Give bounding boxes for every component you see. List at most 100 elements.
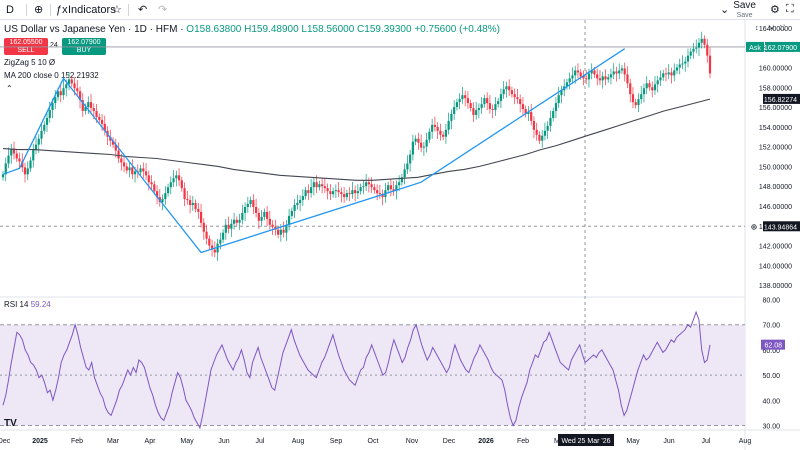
candle-body xyxy=(186,199,189,201)
candle-body xyxy=(678,64,681,68)
candle-body xyxy=(260,216,263,221)
candle-body xyxy=(612,71,615,75)
candle-body xyxy=(499,94,503,102)
time-tick-label: Apr xyxy=(145,438,157,445)
candle-body xyxy=(32,149,35,161)
candle-body xyxy=(406,163,409,170)
fullscreen-icon[interactable]: ⛶ xyxy=(786,3,794,15)
candle-body xyxy=(637,99,640,106)
rsi-line xyxy=(2,310,711,430)
compare-add-icon[interactable]: ⊕ xyxy=(34,4,44,16)
candle-body xyxy=(219,239,222,244)
layout-chevron-down-icon[interactable]: ⌄ xyxy=(720,4,730,16)
candle-body xyxy=(271,224,274,227)
candle-body xyxy=(224,224,227,233)
axis-expand-icon[interactable]: ⛶ xyxy=(780,24,785,32)
candle-body xyxy=(70,79,73,84)
redo-icon[interactable]: ↷ xyxy=(158,4,168,16)
candle-body xyxy=(483,98,486,105)
axis-compress-icon[interactable]: ⇲ xyxy=(768,24,774,32)
candle-body xyxy=(554,103,558,112)
save-button[interactable]: Save Save xyxy=(733,1,756,21)
candle-body xyxy=(323,186,326,189)
candle-body xyxy=(208,238,211,246)
candle-body xyxy=(398,182,401,186)
ask-price-tag xyxy=(765,41,800,52)
zigzag-legend[interactable]: ZigZag 5 10 Ø xyxy=(4,58,56,67)
undo-icon[interactable]: ↶ xyxy=(138,4,148,16)
ma-legend[interactable]: MA 200 close 0 152.21932 xyxy=(4,71,99,80)
candle-body xyxy=(34,144,38,150)
candle-body xyxy=(183,188,186,200)
candle-body xyxy=(343,194,346,198)
candle-body xyxy=(100,119,104,124)
candle-body xyxy=(656,80,659,85)
candle-body xyxy=(675,67,679,71)
candle-body xyxy=(48,110,51,118)
candle-body xyxy=(4,163,7,175)
top-toolbar: D ⊕ ƒx Indicators ☆ ↶ ↷ ⌄ Save Save ⚙ ⛶ xyxy=(0,0,800,20)
axis-resize-icon[interactable]: ↕ xyxy=(755,25,759,32)
symbol-button[interactable]: D xyxy=(6,4,14,16)
candle-body xyxy=(87,102,90,108)
toolbar-divider xyxy=(50,4,51,16)
candle-body xyxy=(166,187,170,194)
time-tick-label: Feb xyxy=(517,438,529,445)
indicators-icon[interactable]: ƒx xyxy=(56,4,68,16)
alerts-star-icon[interactable]: ☆ xyxy=(112,4,122,16)
candle-body xyxy=(491,109,494,111)
candle-body xyxy=(381,194,384,198)
candle-body xyxy=(246,204,249,207)
settings-gear-icon[interactable]: ⚙ xyxy=(770,4,780,16)
candle-body xyxy=(84,107,87,112)
candle-body xyxy=(664,73,668,75)
buy-button[interactable]: 162.07900 BUY xyxy=(62,38,106,55)
candle-body xyxy=(362,186,365,188)
candle-body xyxy=(318,184,321,188)
candle-body xyxy=(301,196,304,201)
candle-body xyxy=(411,141,414,155)
time-tick-label: Dec xyxy=(443,438,456,445)
candle-body xyxy=(150,182,153,185)
candle-body xyxy=(367,182,370,185)
rsi-tick-label: 40.00 xyxy=(762,398,780,405)
candle-body xyxy=(538,134,541,141)
candle-body xyxy=(681,63,684,65)
candle-body xyxy=(598,78,602,81)
candle-body xyxy=(348,193,351,195)
legend-high: H159.48900 xyxy=(244,24,299,35)
candle-body xyxy=(653,84,657,91)
candle-body xyxy=(620,68,624,71)
sell-button[interactable]: 162.05500 SELL xyxy=(4,38,48,55)
collapse-legend-chevron-icon[interactable]: ⌃ xyxy=(6,84,13,93)
price-tick-label: 164.00000 xyxy=(759,26,792,33)
time-tick-label: Mar xyxy=(107,438,120,445)
candle-body xyxy=(194,203,197,209)
candle-body xyxy=(221,232,225,240)
candle-body xyxy=(37,138,40,145)
candle-body xyxy=(488,103,492,110)
time-tick-label: Sep xyxy=(330,438,343,445)
candle-body xyxy=(169,182,172,188)
time-tick-label: Aug xyxy=(739,438,752,445)
candle-body xyxy=(593,70,596,75)
candle-body xyxy=(505,86,508,90)
rsi-legend[interactable]: RSI 14 59.24 xyxy=(4,300,51,309)
add-plus-icon[interactable]: ⊕ xyxy=(751,222,758,231)
symbol-title[interactable]: US Dollar vs Japanese Yen · 1D · HFM xyxy=(4,24,178,35)
ask-tag-label: Ask xyxy=(749,45,761,52)
legend-dot: · xyxy=(180,24,187,35)
ask-tag xyxy=(746,41,764,52)
candle-body xyxy=(109,136,112,141)
time-tick-label: Jun xyxy=(663,438,674,445)
candle-body xyxy=(78,91,82,101)
candle-body xyxy=(626,74,629,84)
candle-body xyxy=(282,229,285,233)
candle-body xyxy=(560,90,563,96)
candle-body xyxy=(241,212,244,220)
candle-body xyxy=(607,77,610,80)
candle-body xyxy=(117,150,120,159)
indicators-button[interactable]: Indicators xyxy=(68,4,116,16)
candle-body xyxy=(417,138,420,143)
